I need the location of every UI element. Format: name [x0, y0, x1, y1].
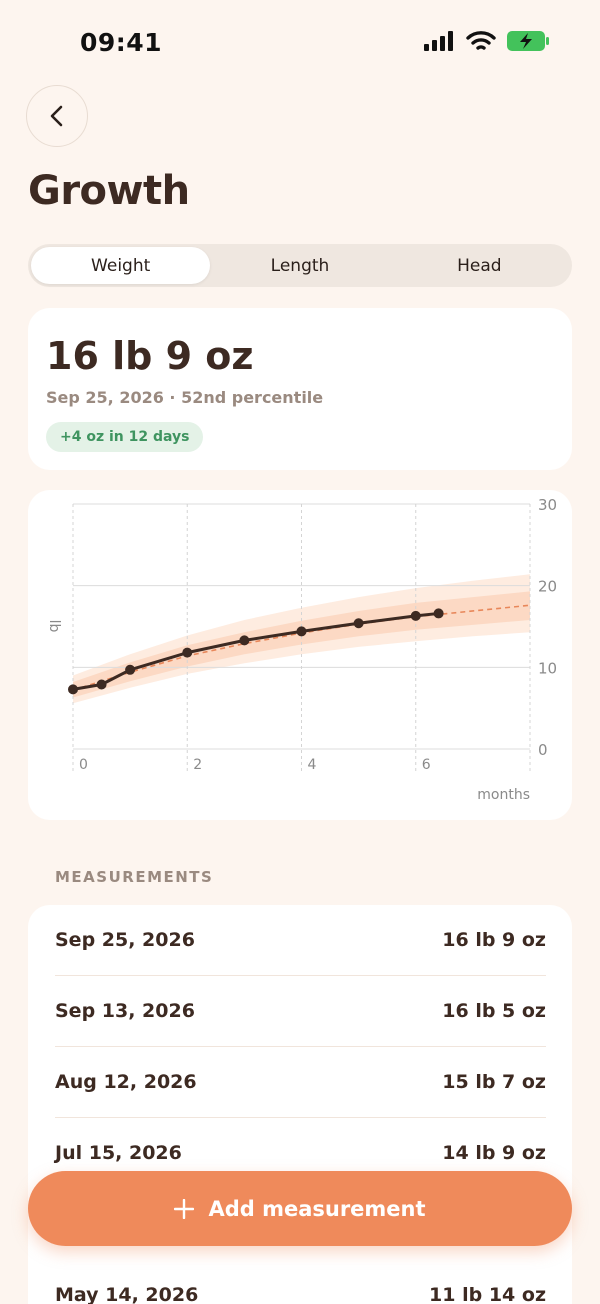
- battery-charging-icon: [507, 31, 549, 51]
- measurement-date: Sep 13, 2026: [55, 1000, 195, 1022]
- list-item[interactable]: Aug 12, 2026 15 lb 7 oz: [55, 1047, 546, 1118]
- trend-badge: +4 oz in 12 days: [46, 422, 204, 452]
- data-point: [68, 684, 78, 695]
- x-tick-label: 2: [193, 757, 202, 773]
- measurement-weight: 15 lb 7 oz: [442, 1071, 546, 1093]
- data-point: [96, 679, 107, 690]
- measurement-weight: 16 lb 9 oz: [442, 929, 546, 951]
- metric-tabs: Weight Length Head: [28, 244, 572, 287]
- data-point: [239, 635, 250, 646]
- x-axis-label: months: [477, 787, 530, 803]
- list-item[interactable]: Sep 13, 2026 16 lb 5 oz: [55, 976, 546, 1047]
- status-time: 09:41: [80, 28, 163, 57]
- status-icons: [424, 30, 550, 52]
- y-tick-label: 10: [538, 659, 557, 677]
- measurements-section-label: MEASUREMENTS: [55, 868, 214, 886]
- measurement-date: May 14, 2026: [55, 1284, 199, 1304]
- plus-icon: [174, 1198, 195, 1219]
- tab-length[interactable]: Length: [270, 255, 330, 276]
- growth-chart: 0 10 20 30 0 2 4 6 lb months: [46, 496, 557, 803]
- data-point: [125, 664, 136, 675]
- y-tick-label: 30: [538, 496, 557, 514]
- status-bar: 09:41: [0, 0, 600, 88]
- data-point: [433, 608, 444, 619]
- measurement-weight: 16 lb 5 oz: [442, 1000, 546, 1022]
- data-point: [353, 618, 364, 629]
- add-measurement-button[interactable]: Add measurement: [28, 1171, 572, 1246]
- x-tick-label: 6: [422, 757, 431, 773]
- back-button[interactable]: [26, 85, 88, 147]
- growth-chart-card: 0 10 20 30 0 2 4 6 lb months: [28, 490, 572, 820]
- cellular-signal-icon: [424, 31, 453, 51]
- list-item[interactable]: May 14, 2026 11 lb 14 oz: [55, 1260, 546, 1304]
- measurement-weight: 14 lb 9 oz: [442, 1142, 546, 1164]
- data-point: [296, 626, 307, 637]
- page-title: Growth: [28, 168, 190, 214]
- data-point: [410, 610, 421, 621]
- weight-date-percentile: Sep 25, 2026 · 52nd percentile: [46, 388, 324, 407]
- y-tick-label: 20: [538, 578, 557, 596]
- x-tick-label: 4: [308, 757, 317, 773]
- chevron-left-icon: [50, 105, 63, 127]
- y-axis-label: lb: [46, 620, 62, 633]
- wifi-icon: [466, 31, 496, 50]
- measurement-date: Jul 15, 2026: [55, 1142, 182, 1164]
- y-tick-label: 0: [538, 741, 548, 759]
- current-weight: 16 lb 9 oz: [46, 334, 254, 378]
- add-measurement-label: Add measurement: [208, 1196, 426, 1221]
- summary-card: 16 lb 9 oz Sep 25, 2026 · 52nd percentil…: [28, 308, 572, 470]
- x-tick-label: 0: [79, 757, 88, 773]
- measurement-date: Sep 25, 2026: [55, 929, 195, 951]
- tab-head[interactable]: Head: [457, 255, 502, 276]
- list-item[interactable]: Sep 25, 2026 16 lb 9 oz: [55, 905, 546, 976]
- data-point: [182, 647, 193, 658]
- measurement-date: Aug 12, 2026: [55, 1071, 197, 1093]
- tab-weight[interactable]: Weight: [31, 247, 211, 284]
- measurement-weight: 11 lb 14 oz: [429, 1284, 546, 1304]
